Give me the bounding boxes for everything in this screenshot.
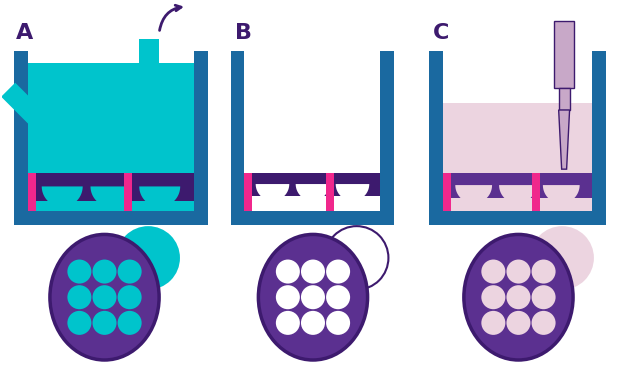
Bar	[231, 211, 394, 225]
Bar	[443, 173, 451, 211]
Ellipse shape	[259, 234, 368, 360]
Circle shape	[325, 226, 388, 290]
Text: A: A	[16, 23, 33, 43]
Bar	[140, 39, 159, 98]
Circle shape	[481, 285, 505, 309]
Text: C: C	[433, 23, 450, 43]
Bar	[429, 211, 606, 225]
Bar	[28, 173, 36, 211]
Bar	[443, 173, 592, 198]
Circle shape	[118, 285, 141, 309]
Polygon shape	[255, 184, 290, 201]
Text: B: B	[234, 23, 252, 43]
Polygon shape	[455, 185, 492, 203]
Circle shape	[118, 311, 141, 335]
Bar	[144, 98, 154, 117]
Bar	[559, 88, 570, 110]
Bar	[381, 51, 394, 225]
Polygon shape	[140, 187, 180, 207]
Circle shape	[326, 311, 350, 335]
Circle shape	[507, 311, 531, 335]
Polygon shape	[144, 117, 154, 169]
Circle shape	[326, 285, 350, 309]
Circle shape	[481, 260, 505, 283]
Polygon shape	[50, 131, 66, 147]
Circle shape	[301, 260, 325, 283]
Bar	[554, 21, 574, 88]
Circle shape	[507, 260, 531, 283]
Polygon shape	[42, 187, 82, 207]
Ellipse shape	[50, 234, 159, 360]
Polygon shape	[499, 185, 536, 203]
Bar	[533, 173, 540, 211]
Circle shape	[92, 285, 117, 309]
Circle shape	[117, 226, 180, 290]
Bar	[28, 173, 194, 201]
Circle shape	[92, 260, 117, 283]
Bar	[326, 173, 334, 211]
Circle shape	[531, 260, 556, 283]
Polygon shape	[296, 184, 329, 201]
Bar	[231, 51, 244, 225]
Polygon shape	[91, 187, 131, 207]
Circle shape	[326, 260, 350, 283]
Bar	[429, 51, 443, 225]
Polygon shape	[58, 140, 84, 165]
Circle shape	[276, 260, 300, 283]
Polygon shape	[559, 110, 570, 169]
Circle shape	[68, 311, 91, 335]
Circle shape	[118, 260, 141, 283]
Bar	[244, 173, 252, 211]
Circle shape	[301, 311, 325, 335]
Bar	[28, 63, 194, 211]
Circle shape	[531, 285, 556, 309]
Circle shape	[276, 285, 300, 309]
Bar	[14, 51, 28, 225]
Bar	[14, 211, 208, 225]
Polygon shape	[543, 185, 580, 203]
Circle shape	[530, 226, 594, 290]
Circle shape	[68, 260, 91, 283]
Bar	[443, 103, 592, 211]
Circle shape	[276, 311, 300, 335]
Polygon shape	[335, 184, 370, 201]
Polygon shape	[1, 83, 61, 142]
Bar	[124, 173, 132, 211]
Circle shape	[68, 285, 91, 309]
Circle shape	[507, 285, 531, 309]
Ellipse shape	[464, 234, 573, 360]
Bar	[592, 51, 606, 225]
Circle shape	[92, 311, 117, 335]
Bar	[244, 173, 381, 196]
Circle shape	[531, 311, 556, 335]
Circle shape	[481, 311, 505, 335]
Bar	[194, 51, 208, 225]
Circle shape	[301, 285, 325, 309]
